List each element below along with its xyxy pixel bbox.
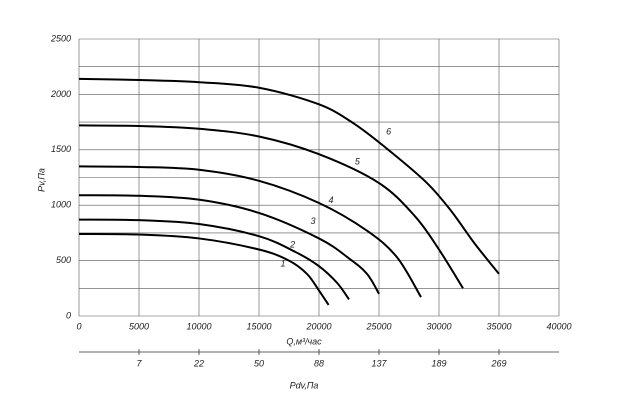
y-tick-label: 500 (56, 255, 71, 265)
x-tick-label: 40000 (546, 321, 571, 331)
second-axis-label: Pdv,Па (290, 380, 319, 390)
curve-label: 6 (386, 126, 391, 136)
curve (78, 77, 500, 275)
second-axis-tick-label: 189 (431, 358, 446, 368)
second-axis-tick-label: 50 (254, 358, 264, 368)
curve (78, 194, 380, 295)
second-axis-tick-label: 22 (193, 358, 204, 368)
x-tick-label: 5000 (129, 321, 149, 331)
curve (78, 124, 464, 289)
curve-label: 2 (289, 239, 295, 249)
y-tick-label: 2000 (50, 89, 71, 99)
y-tick-label: 1500 (51, 144, 71, 154)
x-tick-label: 15000 (246, 321, 271, 331)
x-tick-label: 35000 (486, 321, 511, 331)
curve-label: 3 (310, 216, 315, 226)
curve (78, 218, 350, 300)
curve (78, 165, 422, 298)
curve (78, 233, 330, 306)
x-tick-label: 25000 (365, 321, 391, 331)
curve-label: 1 (280, 258, 285, 268)
y-tick-label: 2500 (50, 33, 71, 43)
y-axis-label: Pv,Па (36, 168, 46, 192)
curve-label: 5 (355, 156, 361, 166)
curve-label: 4 (328, 195, 333, 205)
y-tick-label: 1000 (51, 200, 71, 210)
x-tick-label: 30000 (426, 321, 451, 331)
y-tick-label: 0 (66, 310, 71, 320)
second-axis-tick-label: 7 (136, 358, 142, 368)
second-axis-tick-label: 88 (314, 358, 324, 368)
second-axis-tick-label: 137 (371, 358, 387, 368)
x-tick-label: 10000 (186, 321, 211, 331)
second-axis-tick-label: 269 (490, 358, 506, 368)
x-tick-label: 0 (76, 321, 81, 331)
x-axis-label: Q,м³/час (286, 336, 322, 346)
x-tick-label: 20000 (305, 321, 331, 331)
